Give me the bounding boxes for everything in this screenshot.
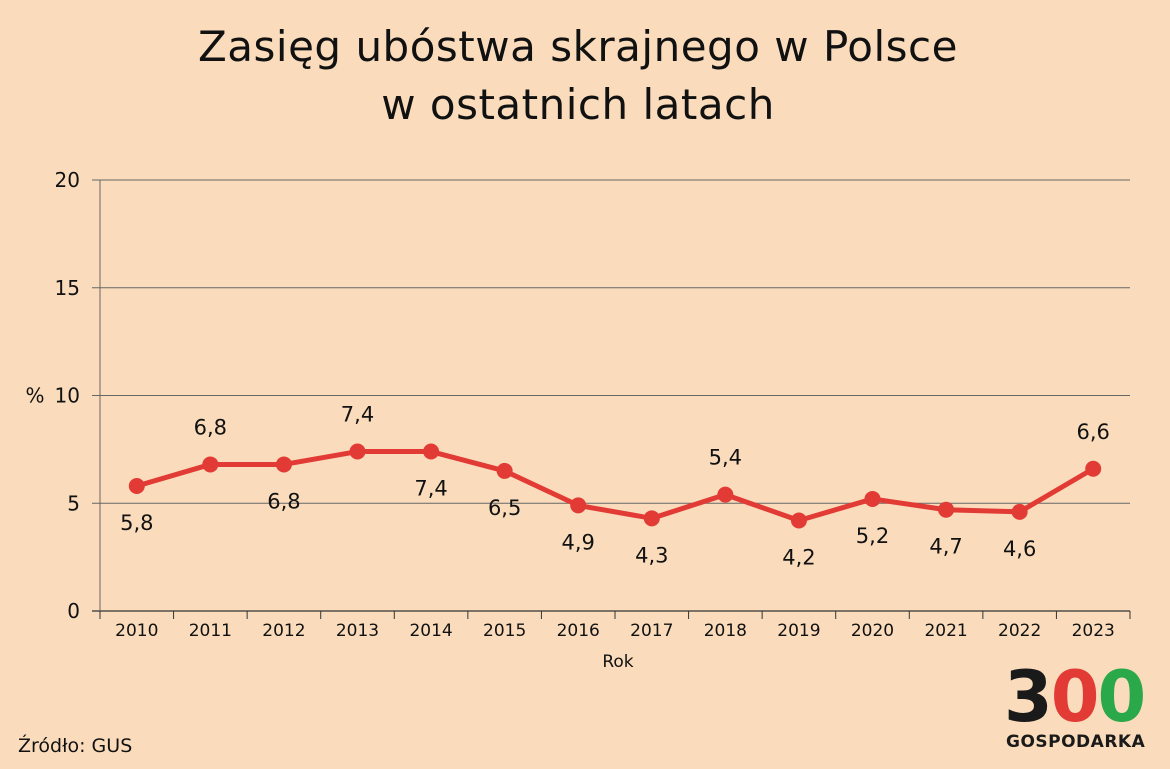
data-label: 7,4: [341, 403, 374, 427]
x-tick-label: 2010: [115, 621, 158, 641]
brand-logo: 300 GOSPODARKA: [1004, 662, 1160, 760]
y-tick-label: 10: [55, 384, 80, 408]
data-point: [1011, 503, 1028, 520]
data-label: 4,6: [1003, 537, 1036, 561]
y-tick-label: 0: [67, 599, 80, 623]
data-label: 5,4: [709, 446, 742, 470]
y-tick-label: 5: [67, 491, 80, 515]
logo-digit: 0: [1097, 656, 1146, 738]
data-point: [643, 510, 660, 527]
data-points: [128, 443, 1102, 529]
x-tick-label: 2016: [557, 621, 600, 641]
x-tick-label: 2013: [336, 621, 379, 641]
logo-number: 300: [1004, 656, 1146, 738]
data-label: 4,9: [562, 530, 595, 554]
x-tick-label: 2012: [262, 621, 305, 641]
x-axis: 2010 2011 2012 2013 2014 2015 2016 2017 2018 2019…: [99, 611, 1131, 641]
grid-lines: [92, 179, 1130, 612]
y-tick-label: 15: [55, 276, 80, 300]
y-tick-labels: 0 5 10 15 20: [55, 168, 80, 623]
data-label: 5,8: [120, 511, 153, 535]
y-tick-label: 20: [55, 168, 80, 192]
chart-title: Zasięg ubóstwa skrajnego w Polsce w osta…: [0, 18, 1156, 134]
chart-title-line-1: Zasięg ubóstwa skrajnego w Polsce: [198, 22, 958, 71]
logo-digit: 0: [1050, 656, 1100, 738]
data-label: 5,2: [856, 524, 889, 548]
series-line: [134, 449, 1096, 523]
data-point: [423, 443, 440, 460]
x-axis-label: Rok: [602, 652, 633, 672]
data-point: [938, 501, 955, 518]
x-tick-label: 2023: [1072, 621, 1115, 641]
x-tick-label: 2014: [409, 621, 452, 641]
x-tick-label: 2017: [630, 621, 673, 641]
series-line: [134, 449, 1096, 523]
data-point: [202, 456, 219, 473]
x-tick-label: 2019: [777, 621, 820, 641]
x-tick-label: 2022: [998, 621, 1041, 641]
data-point: [790, 512, 807, 529]
data-point: [128, 478, 145, 495]
x-tick-label: 2011: [189, 621, 232, 641]
data-label: 6,5: [488, 496, 521, 520]
data-label: 7,4: [414, 477, 447, 501]
y-axis-label: %: [25, 384, 44, 408]
data-point: [349, 443, 366, 460]
logo-subtitle: GOSPODARKA: [1006, 732, 1146, 752]
data-point: [275, 456, 292, 473]
data-label: 4,3: [635, 543, 668, 567]
data-point: [864, 490, 881, 507]
data-label: 4,7: [929, 535, 962, 559]
data-point: [570, 497, 587, 514]
data-label: 6,8: [194, 415, 227, 439]
x-tick-label: 2020: [851, 621, 894, 641]
logo-digit: 3: [1004, 656, 1053, 738]
data-point: [717, 486, 734, 503]
data-point: [496, 462, 513, 479]
data-label: 4,2: [782, 545, 815, 569]
x-tick-label: 2021: [924, 621, 967, 641]
data-labels: 5,8 6,8 6,8 7,4 7,4 6,5 4,9 4,3 5,4 4,2 5,2 4,7 4,6 6…: [120, 403, 1110, 570]
x-tick-label: 2018: [704, 621, 747, 641]
data-label: 6,8: [267, 489, 300, 513]
data-point: [1085, 460, 1102, 477]
source-note: Źródło: GUS: [18, 735, 133, 757]
data-label: 6,6: [1077, 420, 1110, 444]
x-tick-label: 2015: [483, 621, 526, 641]
chart-title-line-2: w ostatnich latach: [381, 80, 775, 129]
